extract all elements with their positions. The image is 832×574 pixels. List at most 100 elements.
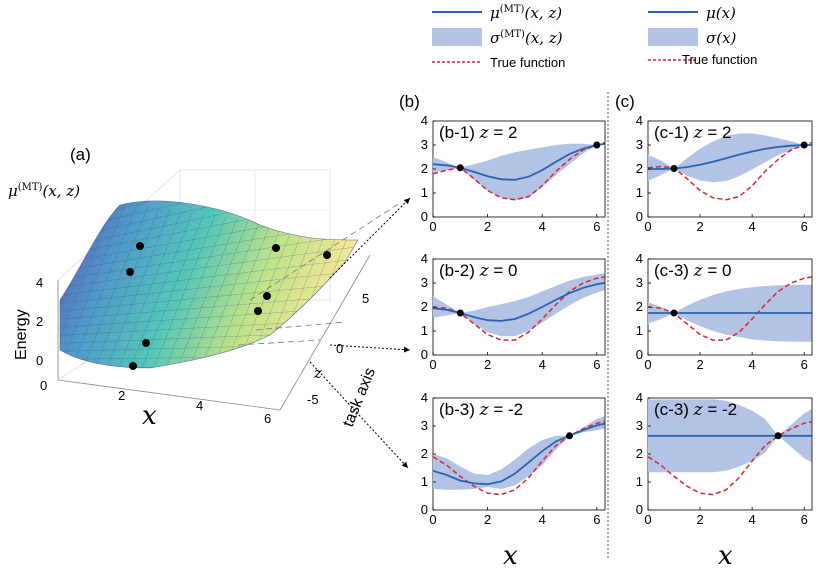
arrow-to-b3 (309, 361, 409, 469)
panel-label-c: (c) (615, 92, 635, 111)
x-tick-label: 6 (593, 357, 600, 372)
y-tick-label: 3 (636, 418, 643, 433)
surface-mesh-line (100, 208, 171, 368)
x-tick-label: 6 (593, 512, 600, 527)
legend-left-true-label: True function (490, 55, 565, 70)
gp-panels: 0 2 4 6 0 1 2 3 4 (b-1) z = 2 0 2 4 6 0 1 2 3 4 (b-2) z = 0… (421, 113, 813, 527)
surface-x-axis (57, 379, 281, 411)
surface-mesh-line (60, 244, 358, 291)
surface-mesh-line (200, 222, 271, 368)
surface-guide-z0 (237, 339, 321, 346)
observed-point (456, 309, 464, 317)
x-tick-label: 0 (644, 512, 651, 527)
bottom-x-label-b: x (503, 541, 518, 571)
panel-c3: 0 2 4 6 0 1 2 3 4 (c-3) z = -2 (636, 390, 813, 527)
x-tick-label: 0 (429, 512, 436, 527)
y-tick-label: 2 (421, 161, 428, 176)
surface-mesh-line (66, 204, 138, 368)
y-tick-label: 0 (421, 347, 428, 362)
energy-tick: 2 (36, 314, 43, 329)
panel-title: (c-3) z = -2 (654, 400, 737, 420)
panel-label-a: (a) (70, 145, 91, 164)
legend-right-mean-label: μ(x) (706, 4, 736, 22)
panel-title: (c-1) z = 2 (654, 123, 731, 143)
x-tick-label: 6 (593, 219, 600, 234)
y-tick-label: 0 (636, 347, 643, 362)
surface-sample-point (323, 251, 331, 259)
panel-c1: 0 2 4 6 0 1 2 3 4 (c-1) z = 2 (636, 113, 813, 234)
y-tick-label: 2 (636, 161, 643, 176)
true-function-line (433, 141, 605, 201)
y-tick-label: 1 (421, 474, 428, 489)
surface-mesh-line (89, 207, 160, 368)
true-function-line (433, 421, 605, 496)
x-tick-label: 4 (749, 357, 756, 372)
true-function-line (648, 276, 812, 341)
surface-x-tick: 2 (118, 388, 125, 403)
panel-c2: 0 2 4 6 0 1 2 3 4 (c-3) z = 0 (636, 251, 813, 372)
surface-sample-point (126, 268, 134, 276)
surface-sample-point (136, 242, 144, 250)
y-tick-label: 0 (421, 209, 428, 224)
x-tick-label: 6 (801, 512, 808, 527)
surface-sample-point (272, 244, 280, 252)
surface-sample-point (254, 307, 262, 315)
surface-x-tick: 6 (264, 411, 271, 426)
arrow-to-b2 (329, 344, 411, 353)
legend-left: μ(MT)(x, z) σ(MT)(x, z) True function (432, 4, 565, 70)
surface-mesh-line (211, 224, 283, 368)
legend-left-mean-label: μ(MT)(x, z) (490, 4, 562, 22)
surface-x-tick: 0 (40, 378, 47, 393)
true-function-line (433, 276, 605, 341)
x-tick-label: 0 (429, 357, 436, 372)
legend-right-std-label: σ(x) (706, 29, 737, 47)
y-tick-label: 4 (636, 113, 643, 128)
x-tick-label: 0 (429, 219, 436, 234)
surface-mesh-line (60, 201, 358, 213)
panel-b2: 0 2 4 6 0 1 2 3 4 (b-2) z = 0 (421, 251, 606, 372)
y-tick-label: 0 (636, 502, 643, 517)
std-band (433, 416, 605, 490)
energy-tick: 4 (36, 275, 43, 290)
x-tick-label: 2 (696, 512, 703, 527)
y-tick-label: 2 (636, 299, 643, 314)
x-tick-label: 4 (539, 219, 546, 234)
surface-mesh-line (60, 232, 358, 283)
y-tick-label: 1 (421, 323, 428, 338)
surface-mesh-line (122, 211, 193, 368)
panel-b3: 0 2 4 6 0 1 2 3 4 (b-3) z = -2 (421, 390, 606, 527)
y-tick-label: 1 (421, 185, 428, 200)
mean-line (433, 422, 605, 486)
panel-title: (b-1) z = 2 (439, 123, 517, 143)
y-tick-label: 1 (636, 323, 643, 338)
surface-mesh-line (155, 216, 227, 368)
panel-title: (b-3) z = -2 (439, 400, 523, 420)
observed-point (800, 141, 808, 149)
y-tick-label: 4 (421, 251, 428, 266)
panel-title: (b-2) z = 0 (439, 261, 517, 281)
surface-mesh-line (60, 269, 358, 306)
surface-panel: μ(MT)(x, z) Energy 0 2 4 0 2 4 6 x -5 0 … (8, 169, 411, 469)
std-band (433, 273, 605, 337)
x-tick-label: 4 (749, 512, 756, 527)
energy-label: Energy (13, 309, 30, 360)
x-tick-label: 6 (801, 357, 808, 372)
panel-b1: 0 2 4 6 0 1 2 3 4 (b-1) z = 2 (421, 113, 606, 234)
observed-point (566, 432, 574, 440)
x-tick-label: 4 (539, 512, 546, 527)
surface-z-tick: -5 (307, 392, 319, 407)
surface-sample-point (263, 292, 271, 300)
observed-point (774, 432, 782, 440)
y-tick-label: 3 (636, 275, 643, 290)
y-tick-label: 0 (421, 502, 428, 517)
y-tick-label: 2 (636, 446, 643, 461)
observed-point (670, 309, 678, 317)
surface-mesh-line (144, 214, 216, 368)
x-tick-label: 2 (484, 512, 491, 527)
surface-sample-point (142, 339, 150, 347)
x-tick-label: 6 (801, 219, 808, 234)
observed-point (593, 141, 601, 149)
x-tick-label: 2 (484, 357, 491, 372)
surface-z-tick: 5 (362, 291, 369, 306)
